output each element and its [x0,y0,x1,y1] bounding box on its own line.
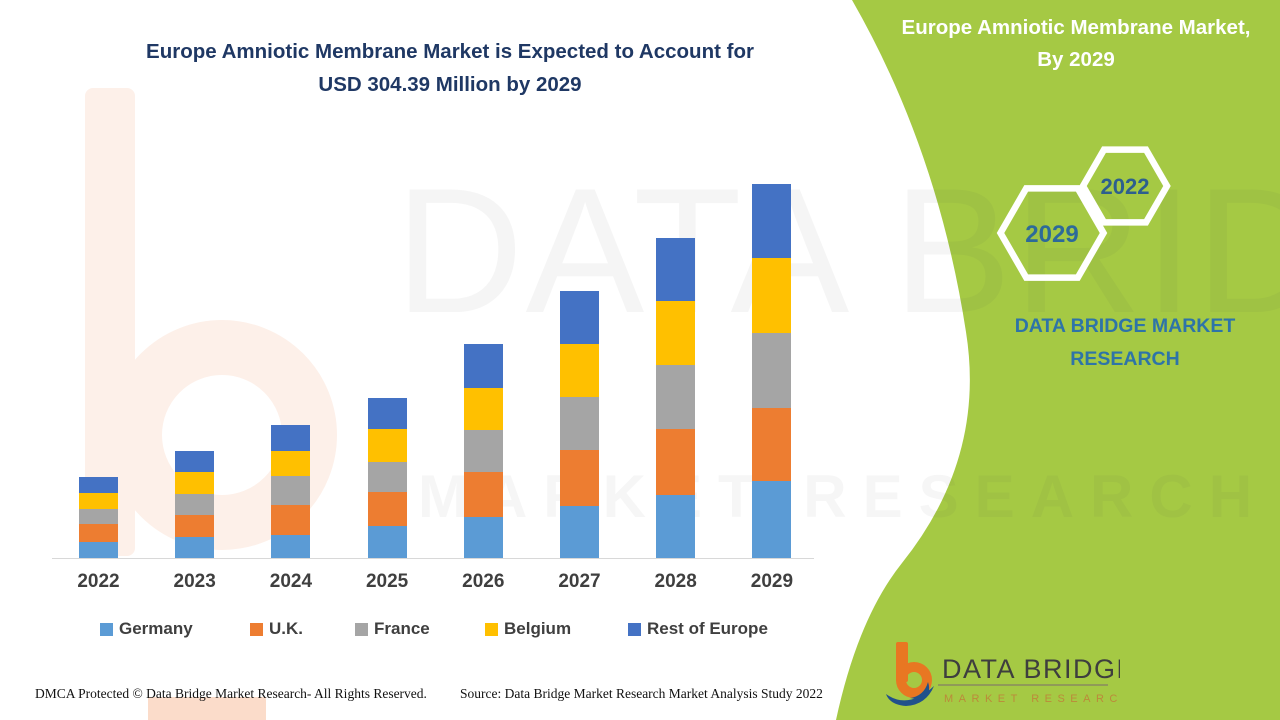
legend-label: Rest of Europe [647,619,768,638]
bar-segment-2027-rest-of-europe [560,291,599,345]
legend-label: U.K. [269,619,303,638]
legend-label: Belgium [504,619,572,638]
bar-segment-2026-rest-of-europe [463,343,503,388]
legend-item-france: France [355,619,430,639]
side-panel-title: Europe Amniotic Membrane Market, By 2029 [880,12,1272,76]
bar-2023 [175,451,215,558]
bar-segment-2029-france [752,332,792,408]
bar-segment-2023-belgium [175,472,215,494]
bar-segment-2025-france [367,462,407,493]
bar-segment-2025-rest-of-europe [367,397,407,429]
legend-swatch-belgium [485,622,498,636]
bar-segment-2029-u-k- [752,407,792,482]
x-axis-label-2023: 2023 [173,571,216,592]
bar-segment-2026-germany [463,517,503,558]
x-axis-label-2026: 2026 [462,571,505,592]
x-axis-label-2028: 2028 [654,571,697,592]
legend-item-rest-of-europe: Rest of Europe [628,619,768,639]
legend-swatch-germany [100,622,113,636]
bar-segment-2023-rest-of-europe [175,451,215,473]
bar-segment-2028-france [656,364,696,429]
bar-segment-2024-u-k- [271,504,311,535]
logo-b-bowl [896,662,932,698]
logo-blue-accent [910,682,930,700]
source-note: Source: Data Bridge Market Research Mark… [460,686,823,701]
logo-blue-swoosh [886,686,934,706]
chart-title: Europe Amniotic Membrane Market is Expec… [70,36,830,102]
bar-segment-2028-belgium [656,300,696,365]
x-axis-label-2029: 2029 [750,571,794,592]
bar-segment-2024-germany [271,534,311,558]
bar-segment-2022-rest-of-europe [79,476,118,493]
legend-swatch-u-k- [250,622,263,636]
bar-segment-2022-u-k- [79,524,118,543]
legend-item-germany: Germany [100,619,193,639]
chart-title-line2: USD 304.39 Million by 2029 [318,72,582,96]
hexagon-2022 [1079,146,1171,226]
hexagon-2022-label: 2022 [1101,174,1150,199]
bar-segment-2023-u-k- [175,515,215,537]
bar-2024 [271,424,311,558]
brand-text-line1: DATA BRIDGE MARKET [1014,315,1236,337]
bar-2029 [752,183,792,558]
company-logo: DATA BRIDGE MARKET RESEARCH [886,642,1120,706]
logo-name: DATA BRIDGE [942,654,1120,684]
chart-title-line1: Europe Amniotic Membrane Market is Expec… [146,40,754,63]
bar-2028 [656,237,696,558]
bar-segment-2027-belgium [560,344,599,397]
bar-segment-2027-germany [560,505,599,558]
bar-segment-2026-u-k- [463,472,503,518]
side-panel-title-line2: By 2029 [1037,47,1115,71]
x-axis-line [52,558,814,559]
legend-label: France [374,619,430,638]
bar-segment-2026-belgium [463,387,503,430]
bar-segment-2024-rest-of-europe [271,424,311,451]
legend-swatch-rest-of-europe [628,622,641,636]
bar-2022 [79,476,118,558]
brand-text: DATA BRIDGE MARKET RESEARCH [960,310,1280,376]
dmca-notice: DMCA Protected © Data Bridge Market Rese… [35,686,427,701]
legend-swatch-france [355,622,368,636]
bar-segment-2028-rest-of-europe [656,237,696,301]
bar-segment-2024-france [271,476,311,505]
x-axis-label-2024: 2024 [269,571,313,592]
legend-item-belgium: Belgium [485,619,571,639]
hexagon-2029 [996,185,1108,281]
bar-segment-2024-belgium [271,450,311,477]
bar-segment-2023-france [175,493,215,516]
bar-segment-2027-france [560,396,599,450]
bar-segment-2029-belgium [752,257,792,333]
hexagon-year-badges: 2022 2029 [996,146,1171,281]
bar-segment-2028-germany [656,495,696,558]
bar-segment-2029-germany [752,481,792,558]
legend-item-u-k-: U.K. [250,619,303,639]
bar-segment-2025-u-k- [367,492,407,527]
bar-2027 [560,291,599,558]
bar-segment-2025-germany [367,526,407,558]
bar-segment-2025-belgium [367,428,407,463]
bar-segment-2022-belgium [79,492,118,509]
bar-segment-2022-france [79,508,118,525]
hexagon-2029-label: 2029 [1025,221,1078,248]
bar-2025 [367,397,407,558]
watermark-text-market-research: MARKET RESEARCH [418,463,1269,530]
legend-label: Germany [119,619,193,638]
bar-segment-2028-u-k- [656,428,696,496]
bar-segment-2026-france [463,429,503,473]
bar-segment-2027-u-k- [560,449,599,506]
watermark-text-data-bridge: DATA BRIDGE [395,151,1280,350]
bar-segment-2022-germany [79,542,118,558]
x-axis-label-2025: 2025 [365,571,409,592]
brand-text-line2: RESEARCH [1070,348,1180,371]
x-axis-label-2027: 2027 [558,571,601,592]
watermark-peach-block [148,697,266,720]
bar-segment-2029-rest-of-europe [752,183,792,258]
x-axis-label-2022: 2022 [77,571,120,592]
side-panel-title-line1: Europe Amniotic Membrane Market, [901,16,1251,39]
bar-segment-2023-germany [175,536,215,558]
logo-tagline: MARKET RESEARCH [944,693,1120,705]
bar-2026 [463,343,503,558]
